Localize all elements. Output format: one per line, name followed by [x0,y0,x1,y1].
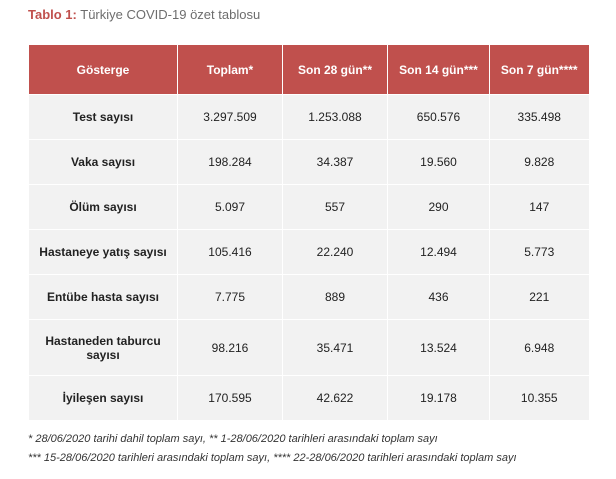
column-header: Toplam* [177,45,283,95]
cell-value: 436 [387,274,490,320]
cell-value: 3.297.509 [177,94,283,140]
cell-value: 1.253.088 [282,94,388,140]
cell-value: 105.416 [177,229,283,275]
table-row: Hastaneye yatış sayısı 105.416 22.240 12.49… [28,229,589,275]
cell-value: 35.471 [282,319,388,376]
cell-value: 10.355 [489,375,589,420]
cell-value: 98.216 [177,319,283,376]
cell-value: 13.524 [387,319,490,376]
table-row: Ölüm sayısı 5.097 557 290 147 [28,184,589,230]
footnote: *** 15-28/06/2020 tarihleri arasındaki t… [28,452,517,464]
cell-value: 6.948 [489,319,589,376]
row-label: Hastaneden taburcu sayısı [28,319,178,376]
cell-value: 5.097 [177,184,283,230]
cell-value: 9.828 [489,139,589,185]
cell-value: 557 [282,184,388,230]
column-header: Son 7 gün**** [489,45,589,95]
cell-value: 19.560 [387,139,490,185]
header-row: Gösterge Toplam* Son 28 gün** Son 14 gün***… [28,45,589,95]
cell-value: 147 [489,184,589,230]
table-row: Vaka sayısı 198.284 34.387 19.560 9.828 [28,139,589,185]
title: Tablo 1: Türkiye COVID-19 özet tablosu [28,7,260,22]
summary-table: Gösterge Toplam* Son 28 gün** Son 14 gün***… [28,45,589,420]
cell-value: 198.284 [177,139,283,185]
row-label: Vaka sayısı [28,139,178,185]
cell-value: 5.773 [489,229,589,275]
row-label: İyileşen sayısı [28,375,178,420]
column-header: Son 28 gün** [282,45,388,95]
column-header: Son 14 gün*** [387,45,490,95]
row-label: Hastaneye yatış sayısı [28,229,178,275]
column-header: Gösterge [28,45,178,95]
title-text: Türkiye COVID-19 özet tablosu [80,7,261,22]
cell-value: 12.494 [387,229,490,275]
cell-value: 650.576 [387,94,490,140]
cell-value: 42.622 [282,375,388,420]
cell-value: 19.178 [387,375,490,420]
cell-value: 7.775 [177,274,283,320]
cell-value: 170.595 [177,375,283,420]
footnotes: * 28/06/2020 tarihi dahil toplam sayı, *… [28,430,517,468]
cell-value: 34.387 [282,139,388,185]
cell-value: 889 [282,274,388,320]
row-label: Test sayısı [28,94,178,140]
table-row: Hastaneden taburcu sayısı 98.216 35.471 13.… [28,319,589,376]
cell-value: 290 [387,184,490,230]
table-row: Entübe hasta sayısı 7.775 889 436 221 [28,274,589,320]
table-row: İyileşen sayısı 170.595 42.622 19.178 10.355 [28,375,589,420]
row-label: Entübe hasta sayısı [28,274,178,320]
cell-value: 22.240 [282,229,388,275]
title-label: Tablo 1: [28,7,77,22]
table-row: Test sayısı 3.297.509 1.253.088 650.576 335.… [28,94,589,140]
cell-value: 221 [489,274,589,320]
row-label: Ölüm sayısı [28,184,178,230]
footnote: * 28/06/2020 tarihi dahil toplam sayı, *… [28,433,438,445]
cell-value: 335.498 [489,94,589,140]
